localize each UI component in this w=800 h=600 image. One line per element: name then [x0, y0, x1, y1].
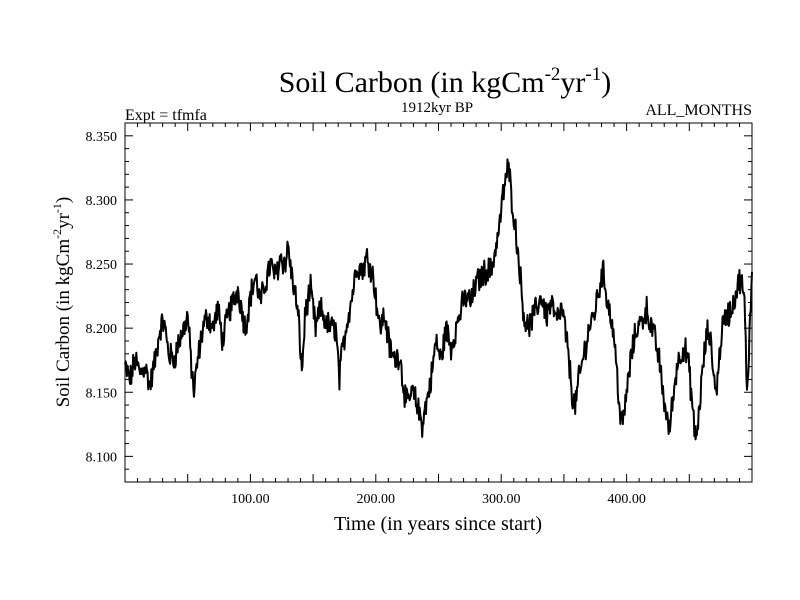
plot-frame: [124, 122, 753, 483]
x-axis-ticks: [137, 123, 740, 482]
y-axis-label-end: ): [53, 197, 74, 203]
y-axis-label-mid: yr: [53, 212, 74, 229]
subtitle-center: 1912kyr BP: [401, 100, 473, 116]
y-axis-label: Soil Carbon (in kgCm-2yr-1): [50, 197, 74, 408]
chart-title-sup2: -1: [585, 64, 601, 85]
y-axis-label-main: Soil Carbon (in kgCm: [53, 239, 74, 408]
x-tick-label: 300.00: [482, 492, 521, 507]
chart-title-end: ): [601, 66, 611, 99]
y-tick-label: 8.150: [86, 386, 118, 401]
series-line-soil-carbon: [124, 158, 753, 441]
y-tick-label: 8.250: [86, 258, 118, 273]
subtitle-right: ALL_MONTHS: [645, 102, 752, 119]
y-tick-label: 8.200: [86, 322, 118, 337]
x-axis-tick-labels: 100.00 200.00 300.00 400.00: [231, 492, 646, 507]
y-axis-tick-labels: 8.100 8.150 8.200 8.250 8.300 8.350: [86, 130, 118, 466]
y-tick-label: 8.300: [86, 194, 118, 209]
y-axis-label-sup1: -2: [50, 229, 64, 239]
y-tick-label: 8.100: [86, 450, 118, 465]
x-tick-label: 100.00: [231, 492, 270, 507]
x-axis-label: Time (in years since start): [334, 513, 542, 535]
y-axis-label-sup2: -1: [50, 203, 64, 213]
chart-title-mid: yr: [560, 66, 585, 99]
y-tick-label: 8.350: [86, 130, 118, 145]
chart-title-main: Soil Carbon (in kgCm: [279, 66, 545, 99]
x-tick-label: 200.00: [357, 492, 396, 507]
x-tick-label: 400.00: [607, 492, 646, 507]
subtitle-left: Expt = tfmfa: [125, 107, 207, 124]
chart-title: Soil Carbon (in kgCm-2yr-1): [279, 64, 612, 99]
chart-title-sup1: -2: [545, 64, 561, 85]
y-axis-ticks: [125, 135, 752, 470]
